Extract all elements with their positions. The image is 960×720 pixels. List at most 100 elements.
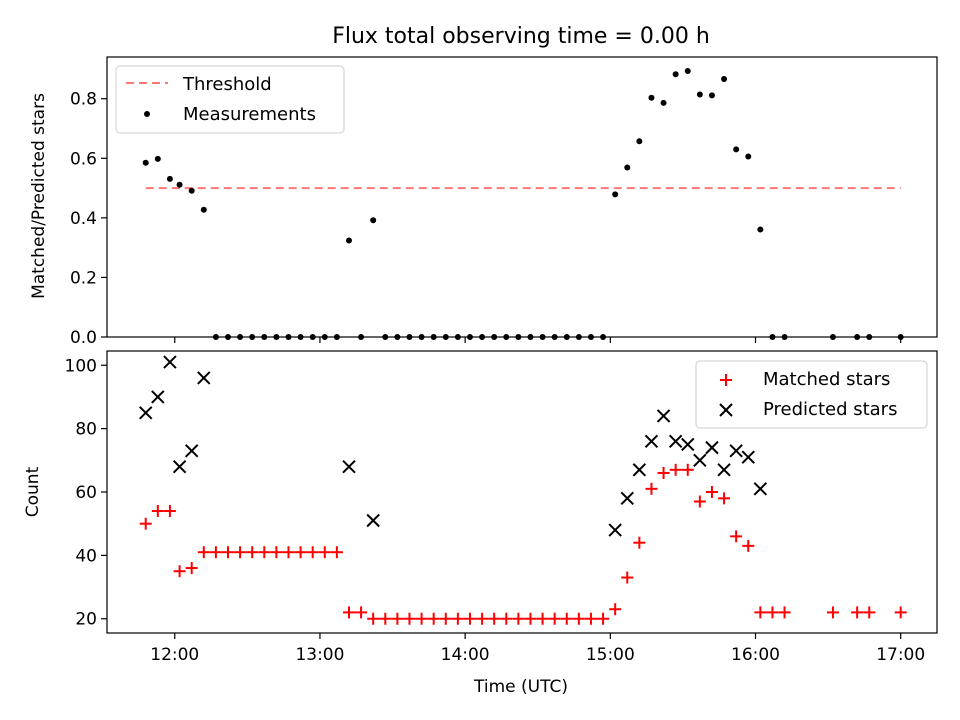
y-tick-label: 40	[75, 546, 97, 566]
measurement-point	[696, 91, 703, 98]
predicted-point	[729, 444, 743, 458]
legend-threshold-label: Threshold	[182, 74, 272, 95]
legend-measurements-label: Measurements	[183, 104, 316, 125]
top-y-ticks: 0.0 0.2 0.4 0.6 0.8	[70, 90, 107, 348]
bottom-axes-frame	[106, 350, 938, 634]
y-tick-label: 60	[75, 483, 97, 503]
predicted-point	[139, 406, 153, 420]
measurement-point	[142, 159, 149, 166]
legend-predicted-swatch	[719, 403, 733, 417]
x-tick-label: 13:00	[295, 645, 344, 665]
y-tick-label: 20	[75, 610, 97, 630]
matched-point	[657, 466, 670, 479]
matched-point	[427, 612, 440, 625]
y-tick-label: 0.2	[70, 268, 97, 288]
matched-point	[270, 546, 283, 559]
matched-point	[151, 505, 164, 518]
matched-point	[185, 562, 198, 575]
measurement-point	[708, 92, 715, 99]
chart-title: Flux total observing time = 0.00 h	[332, 24, 710, 49]
predicted-point	[197, 371, 211, 385]
matched-point	[439, 612, 452, 625]
matched-point	[894, 606, 907, 619]
matched-point	[742, 539, 755, 552]
matched-point	[863, 606, 876, 619]
matched-point	[754, 606, 767, 619]
bottom-x-ticks: 12:00 13:00 14:00 15:00 16:00 17:00	[150, 633, 925, 665]
matched-point	[234, 546, 247, 559]
matched-point	[536, 612, 549, 625]
measurement-point	[684, 68, 691, 74]
matched-point	[163, 505, 176, 518]
matched-point	[379, 612, 392, 625]
matched-point	[391, 612, 404, 625]
bottom-plot-area	[139, 355, 907, 625]
predicted-point	[741, 450, 755, 464]
x-tick-label: 15:00	[586, 645, 635, 665]
matched-point	[318, 546, 331, 559]
measurement-point	[345, 237, 352, 244]
top-legend: Threshold Measurements	[115, 65, 345, 134]
matched-point	[560, 612, 573, 625]
y-tick-label: 100	[65, 356, 97, 376]
predicted-point	[717, 463, 731, 477]
matched-point	[621, 571, 634, 584]
matched-point	[221, 546, 234, 559]
x-tick-label: 17:00	[876, 645, 925, 665]
predicted-point	[620, 491, 634, 506]
predicted-point	[705, 440, 719, 455]
matched-point	[548, 612, 561, 625]
predicted-point	[342, 459, 356, 474]
matched-point	[730, 530, 743, 543]
matched-point	[282, 546, 295, 559]
matched-point	[718, 492, 731, 505]
bottom-y-ticks: 20 40 60 80 100	[65, 356, 107, 630]
measurement-point	[624, 164, 631, 171]
measurement-point	[154, 155, 161, 162]
x-tick-label: 12:00	[150, 645, 199, 665]
legend-matched-label: Matched stars	[763, 369, 890, 390]
predicted-point	[644, 434, 659, 449]
x-axis-label: Time (UTC)	[473, 677, 568, 697]
matched-point	[415, 612, 428, 625]
y-tick-label: 0.4	[70, 209, 97, 229]
matched-point	[766, 606, 779, 619]
measurement-point	[733, 146, 740, 153]
matched-point	[524, 612, 537, 625]
matched-point	[572, 612, 585, 625]
legend-matched-swatch	[720, 374, 732, 386]
matched-point	[488, 612, 501, 625]
predicted-point	[608, 523, 622, 537]
predicted-point	[681, 437, 695, 452]
matched-point	[173, 565, 186, 578]
matched-point	[139, 517, 152, 530]
matched-point	[197, 546, 210, 559]
predicted-point	[366, 513, 380, 528]
matched-point	[705, 486, 718, 498]
matched-point	[209, 546, 222, 559]
matched-point	[476, 612, 489, 625]
x-tick-label: 16:00	[731, 645, 780, 665]
matched-point	[367, 612, 380, 625]
matched-point	[633, 536, 646, 549]
measurement-point	[166, 175, 173, 182]
matched-point	[306, 546, 319, 559]
predicted-point	[693, 453, 707, 468]
matched-point	[451, 612, 464, 625]
matched-point	[342, 606, 355, 619]
top-legend-box	[115, 65, 345, 134]
top-y-axis-label: Matched/Predicted stars	[29, 93, 49, 299]
predicted-point	[172, 459, 187, 474]
measurement-point	[672, 71, 679, 78]
top-axes-frame	[106, 56, 938, 338]
matched-point	[681, 463, 694, 476]
predicted-point	[753, 482, 768, 496]
bottom-legend: Matched stars Predicted stars	[695, 360, 928, 429]
measurement-point	[370, 217, 377, 224]
matched-point	[778, 606, 791, 619]
matched-point	[645, 482, 658, 495]
matched-point	[609, 603, 622, 616]
bottom-y-axis-label: Count	[23, 466, 43, 517]
matched-point	[355, 606, 368, 619]
